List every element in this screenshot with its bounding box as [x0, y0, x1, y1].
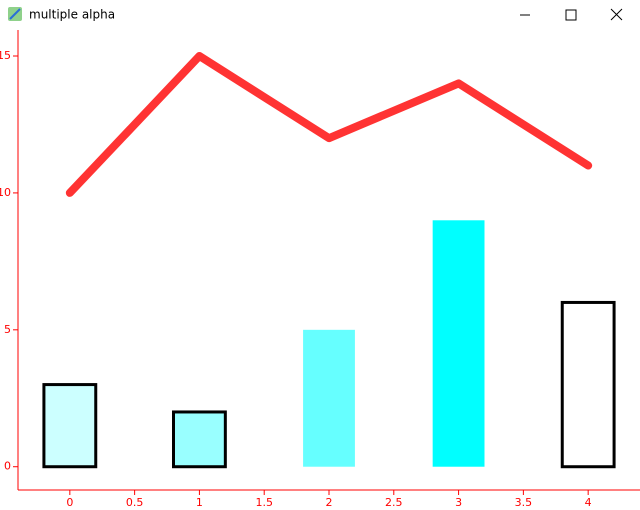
y-tick-label: 15 [0, 49, 11, 62]
bar [303, 329, 355, 467]
x-tick-label: 1 [196, 496, 203, 509]
y-tick-label: 10 [0, 186, 11, 199]
plot: 0 5 10 15 0 0.5 1 1.5 2 2.5 3 3.5 4 [0, 30, 640, 509]
bar [432, 220, 485, 467]
y-tick-label: 5 [4, 323, 11, 336]
bar [42, 383, 98, 469]
bar [172, 410, 227, 469]
close-button[interactable] [610, 8, 623, 21]
window-title: multiple alpha [29, 8, 115, 22]
x-tick-label: 1.5 [255, 496, 273, 509]
x-tick-label: 2 [326, 496, 333, 509]
line [65, 52, 593, 197]
title-bar: multiple alpha [8, 7, 623, 22]
maximize-button[interactable] [565, 9, 577, 21]
bar [560, 300, 616, 469]
y-tick-label: 0 [4, 460, 11, 473]
x-tick-label: 3.5 [515, 496, 533, 509]
x-tick-label: 4 [585, 496, 592, 509]
x-tick-label: 0 [66, 496, 73, 509]
x-tick-label: 2.5 [385, 496, 403, 509]
x-tick-label: 0.5 [126, 496, 144, 509]
x-tick-label: 3 [455, 496, 462, 509]
app-icon-stroke [9, 8, 21, 20]
